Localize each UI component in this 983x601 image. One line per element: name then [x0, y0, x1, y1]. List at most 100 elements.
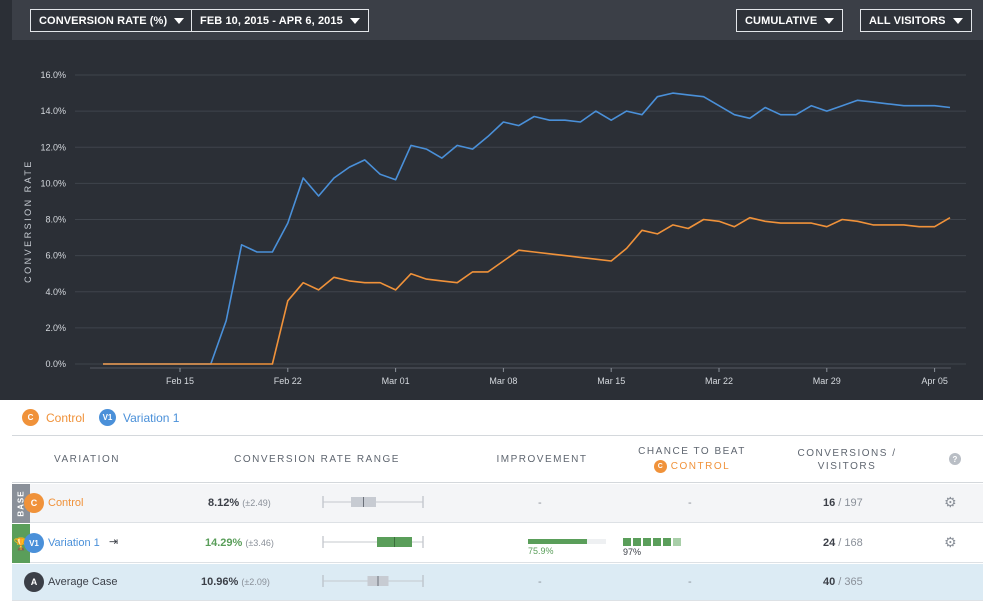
- table-row-variation: 🏆 V1 Variation 1 ⇥ 14.29% (±3.46) 75.9% …: [12, 524, 983, 563]
- control-conversions: 16: [823, 497, 836, 509]
- header-improvement: IMPROVEMENT: [496, 454, 588, 465]
- variation-chance: 97%: [623, 547, 642, 557]
- chance-block: [623, 538, 631, 546]
- variation-range-bar: [322, 536, 424, 548]
- y-tick-label: 2.0%: [45, 323, 66, 333]
- chevron-down-icon: [952, 17, 963, 24]
- header-conversions-visitors: CONVERSIONS / VISITORS: [787, 447, 907, 473]
- table-row-average: A Average Case 10.96% (±2.09) - - 40 / 3…: [12, 564, 983, 601]
- variation-rate: 14.29% (±3.46): [205, 537, 274, 549]
- control-badge: C: [22, 409, 39, 426]
- control-range-bar: [322, 496, 424, 508]
- x-tick-label: Mar 01: [382, 376, 410, 386]
- metric-dropdown-label: CONVERSION RATE (%): [39, 14, 168, 27]
- control-row-badge: C: [24, 493, 44, 513]
- x-tick-label: Mar 29: [813, 376, 841, 386]
- improvement-bar-track: [528, 539, 606, 544]
- header-variation: VARIATION: [54, 454, 120, 465]
- variation-row-name[interactable]: Variation 1: [48, 537, 100, 549]
- improvement-bar-fill: [528, 539, 588, 544]
- series-line-control: [103, 216, 951, 365]
- header-conversions-line2: VISITORS: [817, 461, 877, 472]
- chevron-down-icon: [174, 17, 185, 24]
- average-row-badge: A: [24, 572, 44, 592]
- x-tick-label: Mar 08: [489, 376, 517, 386]
- x-tick-label: Mar 15: [597, 376, 625, 386]
- variation-improvement: 75.9%: [528, 546, 554, 556]
- average-conversions: 40: [823, 576, 836, 588]
- chance-bar: [623, 538, 681, 546]
- toolbar: CONVERSION RATE (%) FEB 10, 2015 - APR 6…: [12, 0, 983, 40]
- header-conversions-line1: CONVERSIONS /: [797, 448, 897, 459]
- results-table-header: VARIATION CONVERSION RATE RANGE IMPROVEM…: [12, 437, 983, 483]
- chart-panel: CONVERSION RATE (%) FEB 10, 2015 - APR 6…: [0, 0, 983, 400]
- average-row-name: Average Case: [48, 576, 118, 588]
- variation-separator: /: [835, 537, 845, 549]
- series-line-variation: [103, 92, 951, 365]
- variation-conversions: 24: [823, 537, 836, 549]
- x-tick-label: Apr 05: [921, 376, 948, 386]
- legend-label-variation: Variation 1: [123, 410, 180, 425]
- average-rate-ci: (±2.09): [241, 577, 270, 587]
- gear-icon[interactable]: ⚙: [944, 534, 957, 550]
- y-tick-label: 8.0%: [45, 215, 66, 225]
- legend-item-variation[interactable]: V1 Variation 1: [99, 409, 179, 426]
- x-tick-label: Feb 22: [274, 376, 302, 386]
- average-chance: -: [688, 576, 692, 588]
- chance-block: [643, 538, 651, 546]
- legend: C Control V1 Variation 1: [12, 400, 983, 436]
- y-tick-label: 12.0%: [40, 142, 66, 152]
- y-tick-label: 16.0%: [40, 70, 66, 80]
- control-visitors: 197: [844, 497, 863, 509]
- control-chance: -: [688, 497, 692, 509]
- y-tick-label: 4.0%: [45, 287, 66, 297]
- y-tick-label: 0.0%: [45, 359, 66, 369]
- chevron-down-icon: [349, 17, 360, 24]
- mode-dropdown-label: CUMULATIVE: [745, 14, 818, 27]
- date-range-label: FEB 10, 2015 - APR 6, 2015: [200, 14, 343, 27]
- variation-conversions-visitors: 24 / 168: [823, 537, 863, 549]
- base-tag: BASE: [12, 484, 30, 523]
- average-conversions-visitors: 40 / 365: [823, 576, 863, 588]
- control-rate-ci: (±2.49): [242, 498, 271, 508]
- control-separator: /: [835, 497, 845, 509]
- header-chance-line2: CONTROL: [670, 461, 731, 472]
- header-chance-line2-wrap: C CONTROL: [632, 460, 752, 473]
- header-chance-to-beat: CHANCE TO BEAT C CONTROL: [632, 445, 752, 473]
- control-improvement: -: [538, 497, 542, 509]
- chance-block: [663, 538, 671, 546]
- chance-block: [673, 538, 681, 546]
- legend-item-control[interactable]: C Control: [22, 409, 85, 426]
- chance-block: [653, 538, 661, 546]
- average-separator: /: [835, 576, 845, 588]
- date-range-dropdown[interactable]: FEB 10, 2015 - APR 6, 2015: [191, 9, 369, 32]
- segment-dropdown[interactable]: ALL VISITORS: [860, 9, 972, 32]
- y-axis-label: CONVERSION RATE: [23, 159, 33, 283]
- header-conversion-range: CONVERSION RATE RANGE: [234, 454, 400, 465]
- x-tick-label: Mar 22: [705, 376, 733, 386]
- segment-dropdown-label: ALL VISITORS: [869, 14, 946, 27]
- x-tick-label: Feb 15: [166, 376, 194, 386]
- chevron-down-icon: [824, 17, 835, 24]
- average-rate-value: 10.96%: [201, 576, 239, 588]
- gear-icon[interactable]: ⚙: [944, 494, 957, 510]
- control-rate-value: 8.12%: [208, 497, 240, 509]
- y-tick-label: 6.0%: [45, 251, 66, 261]
- help-icon[interactable]: ?: [949, 453, 961, 465]
- average-improvement: -: [538, 576, 542, 588]
- control-row-name[interactable]: Control: [48, 497, 84, 509]
- control-rate: 8.12% (±2.49): [208, 497, 271, 509]
- sign-in-icon[interactable]: ⇥: [109, 536, 119, 548]
- control-conversions-visitors: 16 / 197: [823, 497, 863, 509]
- legend-label-control: Control: [46, 410, 85, 425]
- variation-rate-value: 14.29%: [205, 537, 243, 549]
- y-tick-label: 10.0%: [40, 178, 66, 188]
- mode-dropdown[interactable]: CUMULATIVE: [736, 9, 844, 32]
- variation-visitors: 168: [844, 537, 863, 549]
- average-visitors: 365: [844, 576, 863, 588]
- variation-rate-ci: (±3.46): [245, 538, 274, 548]
- chance-block: [633, 538, 641, 546]
- variation-badge: V1: [99, 409, 116, 426]
- header-chance-line1: CHANCE TO BEAT: [638, 446, 746, 457]
- average-range-bar: [322, 575, 424, 587]
